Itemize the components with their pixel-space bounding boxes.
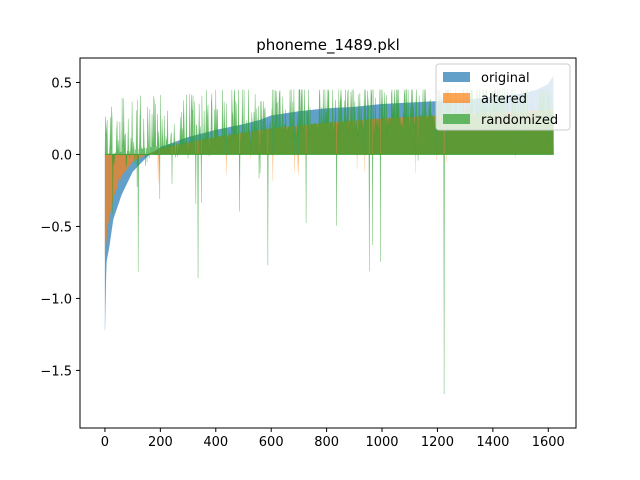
y-tick-label: −1.5 (40, 364, 72, 379)
x-tick-label: 1600 (532, 435, 565, 450)
legend-swatch-altered (443, 93, 470, 103)
y-tick-label: −0.5 (40, 220, 72, 235)
x-tick-label: 400 (203, 435, 228, 450)
legend-swatch-original (443, 72, 470, 82)
legend-label-randomized: randomized (481, 113, 558, 128)
x-tick-label: 600 (259, 435, 284, 450)
x-tick-label: 800 (314, 435, 339, 450)
legend-label-original: original (481, 71, 530, 86)
x-tick-label: 200 (148, 435, 173, 450)
x-tick-label: 1000 (365, 435, 398, 450)
x-tick-label: 1200 (421, 435, 454, 450)
chart-title: phoneme_1489.pkl (256, 36, 400, 55)
x-tick-label: 1400 (476, 435, 509, 450)
legend: original altered randomized (435, 63, 571, 131)
y-tick-label: −1.0 (40, 292, 72, 307)
y-axis: −1.5 −1.0 −0.5 0.0 0.5 (40, 76, 80, 379)
y-tick-label: 0.5 (51, 76, 72, 91)
y-tick-label: 0.0 (51, 148, 72, 163)
legend-swatch-randomized (443, 114, 470, 124)
x-axis: 0 200 400 600 800 1000 1200 1400 1600 (101, 428, 565, 450)
x-tick-label: 0 (101, 435, 109, 450)
legend-label-altered: altered (481, 92, 527, 107)
plot-frame (79, 57, 577, 429)
